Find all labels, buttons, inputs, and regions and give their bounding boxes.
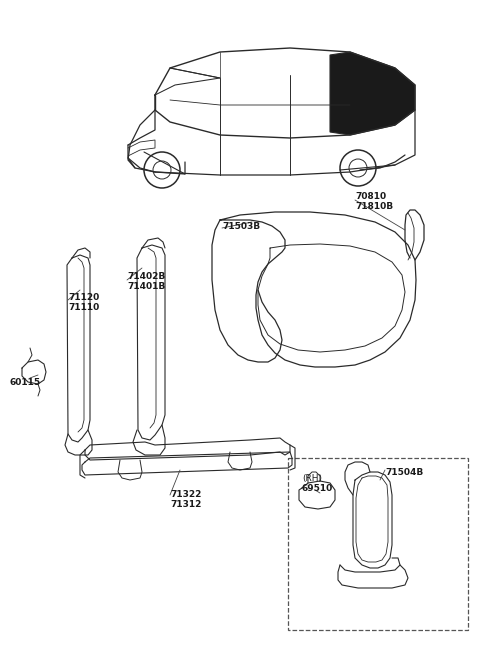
Bar (288, 458, 468, 630)
Text: (RH): (RH) (302, 474, 322, 483)
Text: 71810B: 71810B (355, 202, 393, 211)
Text: 71402B: 71402B (127, 272, 165, 281)
Text: 71503B: 71503B (222, 222, 260, 231)
Text: 71322: 71322 (170, 490, 202, 499)
Text: 71504B: 71504B (385, 468, 423, 477)
Text: 71401B: 71401B (127, 282, 165, 291)
Polygon shape (330, 52, 415, 135)
Text: 71120: 71120 (68, 293, 99, 302)
Text: 71110: 71110 (68, 303, 99, 312)
Text: 70810: 70810 (355, 192, 386, 201)
Text: 69510: 69510 (302, 484, 333, 493)
Text: 71312: 71312 (170, 500, 202, 509)
Text: 60115: 60115 (10, 378, 41, 387)
